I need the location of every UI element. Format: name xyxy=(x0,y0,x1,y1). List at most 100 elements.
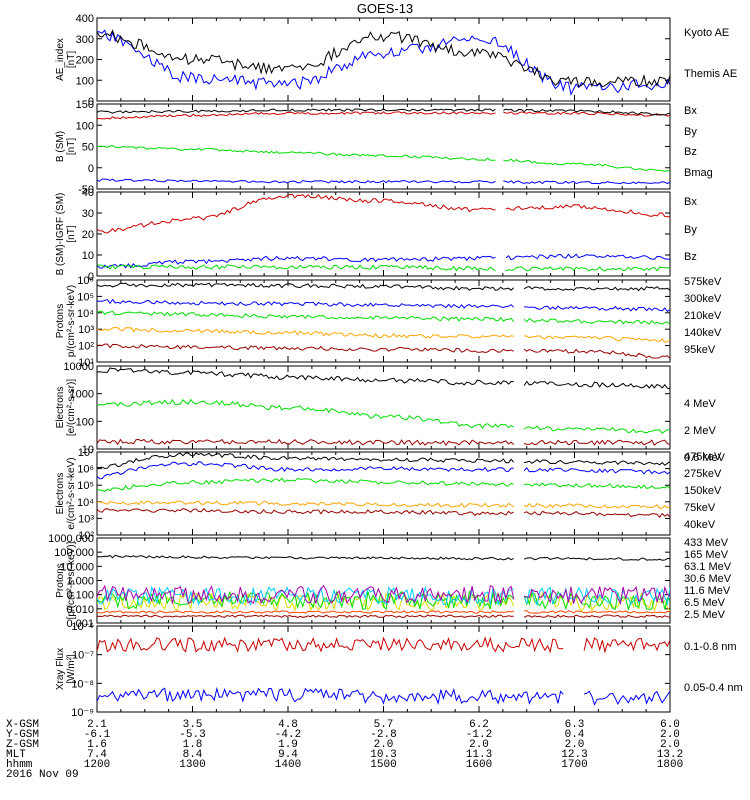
legend-entry: 2.5 MeV xyxy=(684,609,726,621)
ephemeris-value: 1500 xyxy=(370,759,396,771)
legend-entry: 140keV xyxy=(684,327,722,339)
ephemeris-value: 4.8 xyxy=(278,719,298,731)
legend-entry: 433 MeV xyxy=(684,537,729,549)
y-tick-label: -50 xyxy=(78,184,94,196)
y-tick-label: 10⁴ xyxy=(77,497,94,509)
legend-entry: 0.05-0.4 nm xyxy=(684,682,743,694)
series-group xyxy=(97,193,670,272)
legend-entry: 6.5 MeV xyxy=(684,597,726,609)
panel-frame xyxy=(96,537,671,624)
series-line-2-5-mev xyxy=(97,554,670,561)
series-line-275kev xyxy=(97,500,670,509)
y-tick-label: 10³ xyxy=(78,324,94,336)
legend-entry: 11.6 MeV xyxy=(684,585,731,597)
series-group xyxy=(97,367,670,447)
legend-entry: 575keV xyxy=(684,276,722,288)
ephemeris-value: 1600 xyxy=(466,759,492,771)
panel-xray: 10⁻⁶ 10⁻⁷ 10⁻⁸ 10⁻⁹ Xray Flux [W/m²] 0.1-0.8 n… xyxy=(55,621,743,719)
y-tick-label: 30 xyxy=(82,208,94,220)
series-line-95kev xyxy=(97,282,670,292)
y-tick-label: 10² xyxy=(78,530,94,542)
series-line-bx xyxy=(97,253,670,269)
y-axis-label: p/(cm²-s-sr-keV) xyxy=(66,285,77,357)
y-tick-label: 10⁶ xyxy=(77,275,94,287)
legend-entry: 95keV xyxy=(684,344,716,356)
ephemeris-value: 0.4 xyxy=(565,729,585,741)
panel-bsm: 150 100 50 0 -50 B (SM) [nT] Bx By Bz Bmag xyxy=(55,99,713,196)
legend-entry: By xyxy=(684,224,697,236)
ephemeris-value: 1300 xyxy=(179,759,205,771)
legend-entry: Kyoto AE xyxy=(684,27,729,39)
y-tick-label: 10⁴ xyxy=(77,308,94,320)
y-axis-label: Electrons xyxy=(55,387,66,429)
y-axis-label: Protons xyxy=(55,563,66,597)
panel-frame xyxy=(96,103,671,190)
y-tick-label: 300 xyxy=(76,34,94,46)
ephemeris-value: 2.0 xyxy=(660,739,680,751)
ephemeris-value: -1.2 xyxy=(466,729,492,741)
ephemeris-value: 6.3 xyxy=(565,719,585,731)
y-tick-label: 200 xyxy=(76,55,94,67)
ephemeris-value: 8.4 xyxy=(183,749,203,761)
legend-entry: Bz xyxy=(684,251,697,263)
legend-entry: 475keV xyxy=(684,451,722,463)
ephemeris-row-label: hhmm xyxy=(6,759,33,771)
legend-entry: 0.1-0.8 nm xyxy=(684,641,737,653)
panel-protons1: 10⁶ 10⁵ 10⁴ 10³ 10² 10¹ Protons p/(cm²-s-sr-keV… xyxy=(55,275,722,369)
legend-entry: Bz xyxy=(684,146,697,158)
y-axis-label: B (SM) xyxy=(55,131,66,162)
y-axis-label: e/(cm²-s-sr-keV) xyxy=(66,457,77,529)
y-tick-label: 10⁵ xyxy=(77,480,94,492)
y-tick-label: 400 xyxy=(76,13,94,25)
ephemeris-value: 6.2 xyxy=(469,719,489,731)
y-tick-label: 50 xyxy=(82,142,94,154)
panel-bigrf: 40 30 20 10 0 B (SM)-IGRF (SM) [nT] Bx By Bz xyxy=(55,187,697,283)
ephemeris-value: -5.3 xyxy=(179,729,205,741)
panel-electrons1: 10000 1000 100 10 Electrons [e/(cm²-s-sr)] 4 M… xyxy=(55,361,726,464)
series-line-75kev xyxy=(97,461,670,480)
y-tick-label: 0 xyxy=(88,163,94,175)
y-tick-label: 150 xyxy=(76,99,94,111)
y-tick-label: 0.001 xyxy=(66,618,94,630)
y-axis-label: AE_index xyxy=(55,38,66,81)
y-tick-label: 1000.000 xyxy=(48,533,94,545)
legend-entry: 165 MeV xyxy=(684,549,729,561)
ephemeris-value: 1.8 xyxy=(183,739,203,751)
series-line-by xyxy=(97,264,670,272)
legend-entry: 63.1 MeV xyxy=(684,561,732,573)
ephemeris-value: 2.0 xyxy=(565,739,585,751)
y-tick-label: 0.010 xyxy=(66,604,94,616)
series-line-165-mev xyxy=(97,610,670,614)
legend-entry: 30.6 MeV xyxy=(684,573,732,585)
y-tick-label: 10⁵ xyxy=(77,291,94,303)
legend-entry: Bx xyxy=(684,196,697,208)
panel-ae: 400 300 200 100 0 AE_index [nT] Kyoto AE Themis … xyxy=(55,13,737,108)
series-line-bz xyxy=(97,111,670,120)
legend-entry: Bx xyxy=(684,105,697,117)
ephemeris-value: 11.3 xyxy=(466,749,492,761)
y-axis-label: [e/(cm²-s-sr)] xyxy=(66,379,77,436)
series-line-bz xyxy=(97,193,670,234)
legend-entry: By xyxy=(684,126,697,138)
y-tick-label: 0 xyxy=(88,271,94,283)
ephemeris-value: 3.5 xyxy=(183,719,203,731)
panel-protons2: 1000.000 100.000 10.000 1.000 0.100 0.010 0.00… xyxy=(48,533,732,630)
y-axis-label: B (SM)-IGRF (SM) xyxy=(55,193,66,276)
ephemeris-value: 1.6 xyxy=(87,739,107,751)
ephemeris-value: -2.8 xyxy=(370,729,396,741)
y-tick-label: 100 xyxy=(76,75,94,87)
panel-frame xyxy=(96,17,671,102)
series-line-0-05-0-4-nm xyxy=(97,686,670,706)
series-line-575kev xyxy=(97,343,670,359)
ephemeris-value: 13.2 xyxy=(657,749,683,761)
y-axis-label: [nT] xyxy=(66,51,77,68)
y-tick-label: 10⁻⁸ xyxy=(71,678,94,690)
ephemeris-value: 1.9 xyxy=(278,739,298,751)
y-axis-label: [p/(cm²-s-sr-keV)] xyxy=(66,541,77,619)
legend-entry: Bmag xyxy=(684,167,713,179)
ephemeris-value: -6.1 xyxy=(84,729,111,741)
series-line-433-mev xyxy=(97,614,670,619)
legend-entry: 4 MeV xyxy=(684,398,716,410)
series-line-0-1-0-8-nm xyxy=(97,636,670,654)
